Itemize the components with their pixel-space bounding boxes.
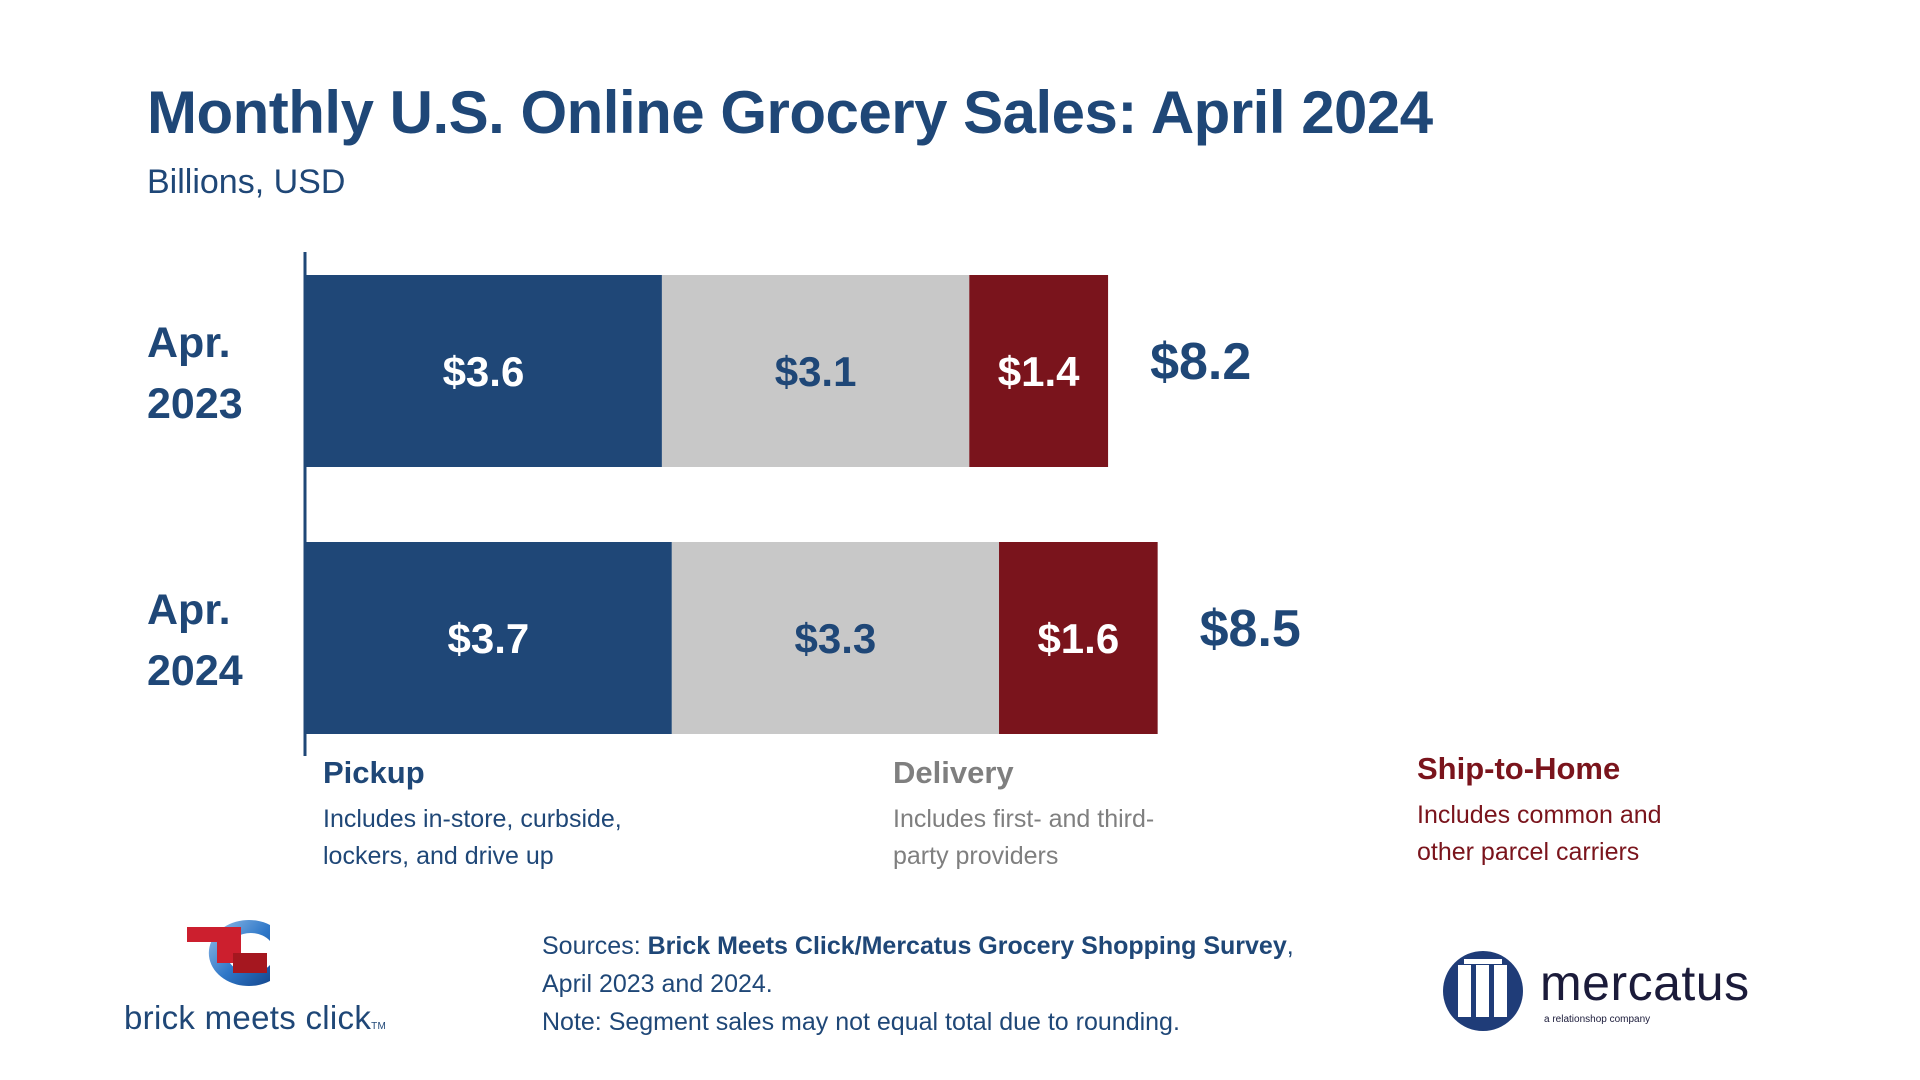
bar-segment-pickup bbox=[305, 275, 662, 467]
data-label: $3.3 bbox=[795, 615, 877, 662]
chart-subtitle: Billions, USD bbox=[147, 163, 346, 201]
mercatus-logo-icon bbox=[1443, 951, 1523, 1031]
bar-segment-ship-to-home bbox=[999, 542, 1158, 734]
bar-segment-delivery bbox=[671, 542, 1000, 734]
legend-pickup-description: Includes in-store, curbside, lockers, an… bbox=[323, 801, 683, 875]
chart-title: Monthly U.S. Online Grocery Sales: April… bbox=[147, 79, 1433, 146]
bmc-wordmark-text: brick meets click bbox=[124, 999, 372, 1036]
legend-delivery-description: Includes first- and third- party provide… bbox=[893, 801, 1253, 875]
sources-survey-name: Brick Meets Click/Mercatus Grocery Shopp… bbox=[647, 932, 1287, 960]
bmc-logo-icon bbox=[187, 920, 270, 986]
legend-delivery-title: Delivery bbox=[893, 755, 1014, 790]
legend-pickup-desc-line: Includes in-store, curbside, bbox=[323, 805, 622, 833]
stacked-bar-chart: Apr. 2023 $3.6 $3.1 $1.4 $8.2 Apr. 2024 $3.7 $3.3… bbox=[147, 252, 1301, 756]
bar-segment-delivery bbox=[661, 275, 970, 467]
legend-delivery-desc-line: party providers bbox=[893, 842, 1059, 870]
legend-item-pickup: Pickup Includes in-store, curbside, lock… bbox=[323, 755, 683, 875]
data-label: $3.7 bbox=[448, 615, 530, 662]
total-label: $8.2 bbox=[1150, 333, 1251, 391]
legend-ship-desc-line: other parcel carriers bbox=[1417, 838, 1640, 866]
data-label: $3.6 bbox=[443, 348, 525, 395]
bar-segment-pickup bbox=[305, 542, 672, 734]
data-label: $1.6 bbox=[1037, 615, 1119, 662]
legend-ship-to-home-title: Ship-to-Home bbox=[1417, 751, 1621, 786]
mercatus-wordmark: mercatus bbox=[1540, 955, 1750, 1011]
data-label: $3.1 bbox=[775, 348, 857, 395]
bmc-trademark: TM bbox=[371, 1021, 387, 1032]
data-label: $1.4 bbox=[998, 348, 1080, 395]
legend-ship-to-home-description: Includes common and other parcel carrier… bbox=[1417, 797, 1777, 871]
legend-pickup-desc-line: lockers, and drive up bbox=[323, 842, 554, 870]
legend-delivery-desc-line: Includes first- and third- bbox=[893, 805, 1155, 833]
category-label: Apr. bbox=[147, 319, 231, 367]
category-label: 2024 bbox=[147, 647, 243, 695]
bmc-wordmark: brick meets clickTM bbox=[124, 999, 386, 1037]
sources-prefix: Sources: bbox=[542, 932, 648, 960]
category-label: Apr. bbox=[147, 586, 231, 634]
legend-item-delivery: Delivery Includes first- and third- part… bbox=[893, 755, 1253, 875]
mercatus-tagline: a relationshop company bbox=[1544, 1014, 1651, 1025]
category-label: 2023 bbox=[147, 380, 243, 428]
sources-line-1: Sources: Brick Meets Click/Mercatus Groc… bbox=[542, 927, 1294, 965]
bar-segment-ship-to-home bbox=[969, 275, 1109, 467]
rounding-note: Note: Segment sales may not equal total … bbox=[542, 1008, 1180, 1036]
legend-pickup-title: Pickup bbox=[323, 755, 425, 790]
sources-suffix: , bbox=[1286, 932, 1294, 960]
mercatus-logo: mercatus a relationshop company bbox=[1440, 948, 1800, 1038]
brick-meets-click-logo: brick meets clickTM bbox=[120, 915, 440, 1040]
legend-item-ship-to-home: Ship-to-Home Includes common and other p… bbox=[1417, 751, 1777, 871]
legend-ship-desc-line: Includes common and bbox=[1417, 801, 1662, 829]
sources-note: Sources: Brick Meets Click/Mercatus Groc… bbox=[542, 927, 1294, 1041]
sources-line-2: April 2023 and 2024. bbox=[542, 970, 773, 998]
total-label: $8.5 bbox=[1200, 600, 1301, 658]
